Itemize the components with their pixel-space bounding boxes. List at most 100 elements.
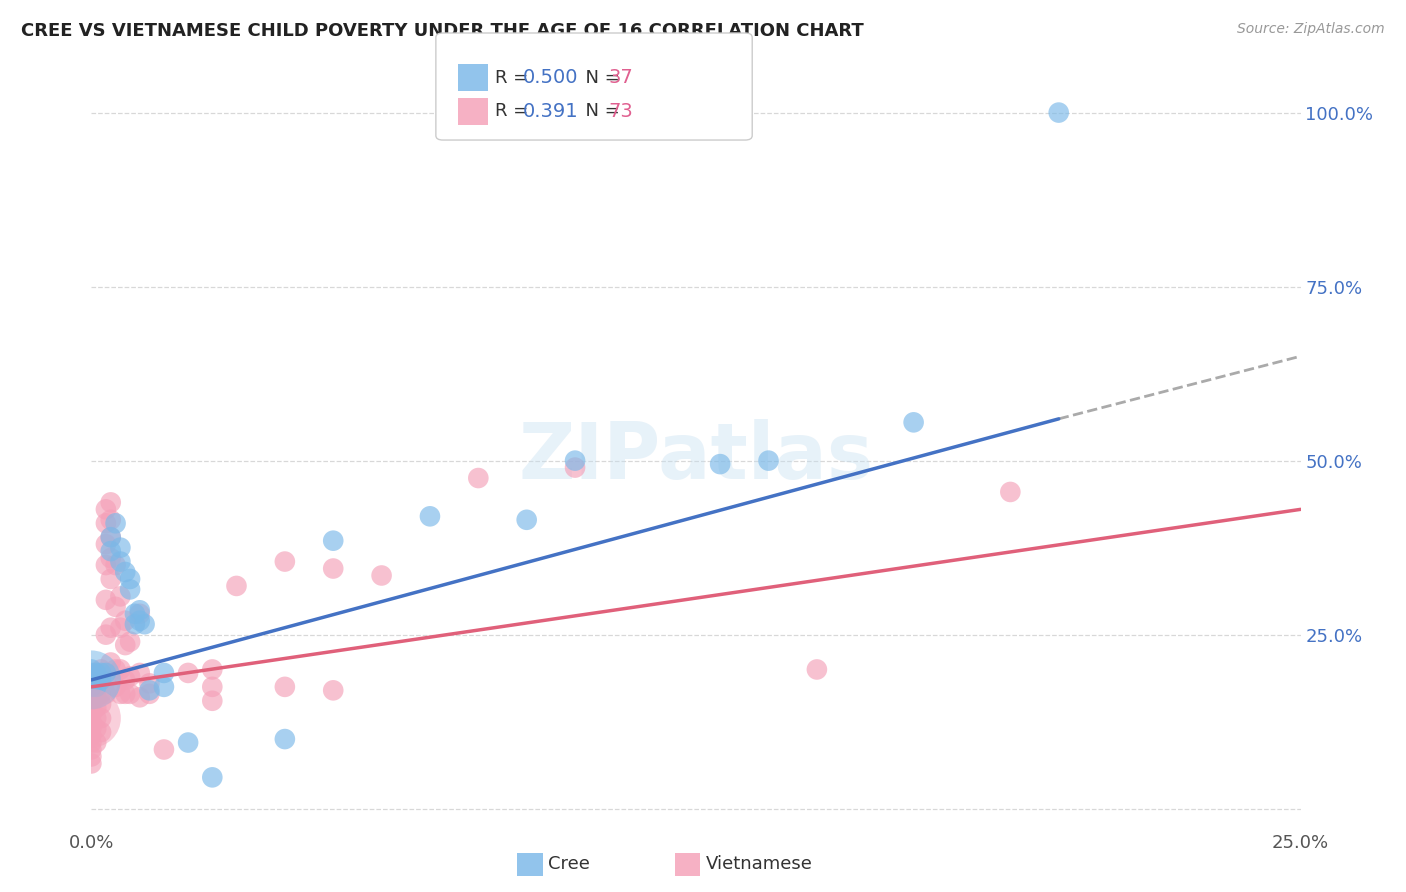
Point xyxy=(114,638,136,652)
Point xyxy=(1047,105,1070,120)
Point xyxy=(110,621,132,635)
Point xyxy=(201,663,224,677)
Point xyxy=(120,669,142,683)
Text: ZIPatlas: ZIPatlas xyxy=(519,419,873,495)
Point xyxy=(100,572,122,586)
Text: 0.391: 0.391 xyxy=(523,102,579,121)
Point xyxy=(84,690,107,705)
Point xyxy=(100,621,122,635)
Point xyxy=(138,676,160,690)
Point xyxy=(138,687,160,701)
Point xyxy=(274,555,297,569)
Point xyxy=(80,729,103,743)
Point xyxy=(138,683,160,698)
Point xyxy=(153,742,176,756)
Text: N =: N = xyxy=(574,103,626,120)
Point xyxy=(94,627,117,641)
Point xyxy=(90,673,112,687)
Point xyxy=(80,673,103,687)
Point xyxy=(100,495,122,509)
Point xyxy=(90,663,112,677)
Point xyxy=(94,673,117,687)
Point xyxy=(564,460,586,475)
Text: 73: 73 xyxy=(609,102,634,121)
Point xyxy=(100,530,122,544)
Point xyxy=(114,673,136,687)
Point xyxy=(903,415,925,429)
Point xyxy=(124,617,146,632)
Point xyxy=(104,558,127,572)
Point xyxy=(564,453,586,467)
Point xyxy=(94,502,117,516)
Point xyxy=(322,533,344,548)
Point xyxy=(110,555,132,569)
Point xyxy=(104,516,127,531)
Text: R =: R = xyxy=(495,103,534,120)
Point xyxy=(128,690,150,705)
Point xyxy=(80,756,103,771)
Point xyxy=(128,603,150,617)
Point xyxy=(90,711,112,725)
Point xyxy=(120,687,142,701)
Point xyxy=(274,680,297,694)
Point xyxy=(516,513,538,527)
Point xyxy=(84,673,107,687)
Point xyxy=(120,582,142,597)
Text: 0.500: 0.500 xyxy=(523,68,578,87)
Point xyxy=(114,565,136,579)
Point xyxy=(100,530,122,544)
Point xyxy=(100,513,122,527)
Point xyxy=(94,516,117,531)
Text: Vietnamese: Vietnamese xyxy=(706,855,813,873)
Point xyxy=(80,735,103,749)
Point xyxy=(80,722,103,736)
Point xyxy=(84,665,107,680)
Point xyxy=(104,663,127,677)
Point xyxy=(90,665,112,680)
Point xyxy=(84,665,107,680)
Text: R =: R = xyxy=(495,69,534,87)
Point xyxy=(80,687,103,701)
Point xyxy=(94,665,117,680)
Point xyxy=(128,614,150,628)
Point xyxy=(80,680,103,694)
Point xyxy=(80,749,103,764)
Point xyxy=(153,680,176,694)
Point xyxy=(90,725,112,739)
Point xyxy=(80,742,103,756)
Point xyxy=(153,665,176,680)
Point xyxy=(80,694,103,708)
Point xyxy=(84,673,107,687)
Point xyxy=(84,722,107,736)
Point xyxy=(110,663,132,677)
Point xyxy=(80,680,103,694)
Point xyxy=(110,687,132,701)
Point xyxy=(94,537,117,551)
Point xyxy=(84,683,107,698)
Point xyxy=(90,698,112,712)
Point xyxy=(94,592,117,607)
Point xyxy=(104,599,127,614)
Point xyxy=(84,680,107,694)
Point xyxy=(758,453,780,467)
Point xyxy=(124,607,146,621)
Point xyxy=(100,656,122,670)
Point xyxy=(80,711,103,725)
Point xyxy=(94,558,117,572)
Point xyxy=(80,673,103,687)
Point xyxy=(110,590,132,604)
Point xyxy=(467,471,489,485)
Point xyxy=(177,665,200,680)
Point xyxy=(84,735,107,749)
Point xyxy=(90,676,112,690)
Point xyxy=(84,711,107,725)
Point xyxy=(274,732,297,747)
Point xyxy=(225,579,247,593)
Text: Source: ZipAtlas.com: Source: ZipAtlas.com xyxy=(1237,22,1385,37)
Point xyxy=(370,568,392,582)
Text: N =: N = xyxy=(574,69,626,87)
Point xyxy=(806,663,828,677)
Text: 37: 37 xyxy=(609,68,634,87)
Point xyxy=(177,735,200,749)
Point xyxy=(419,509,441,524)
